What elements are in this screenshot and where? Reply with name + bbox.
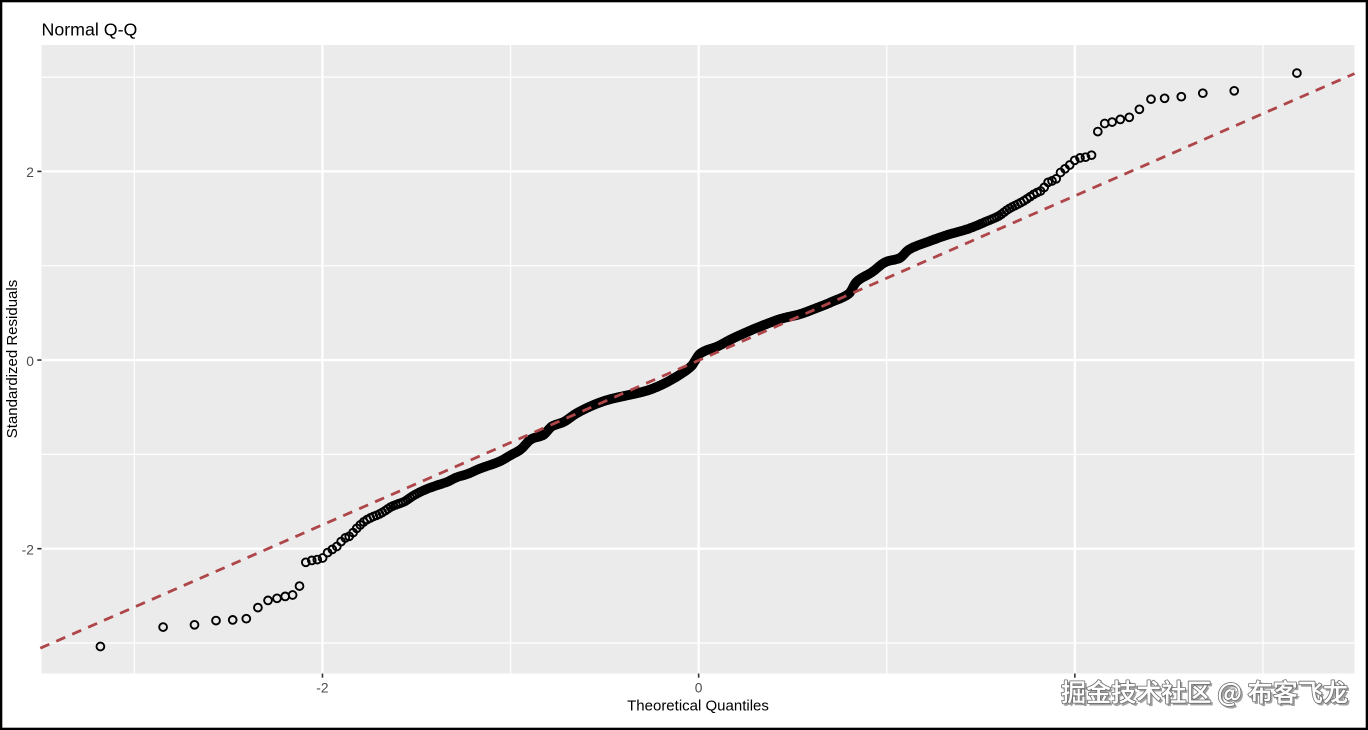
svg-text:-2: -2	[316, 681, 328, 696]
svg-text:Theoretical Quantiles: Theoretical Quantiles	[627, 698, 769, 715]
svg-text:Standardized Residuals: Standardized Residuals	[4, 280, 21, 438]
svg-text:0: 0	[695, 681, 703, 696]
svg-text:Normal Q-Q: Normal Q-Q	[42, 20, 138, 40]
svg-text:-2: -2	[22, 543, 34, 558]
svg-text:2: 2	[26, 165, 34, 180]
svg-text:0: 0	[26, 354, 34, 369]
